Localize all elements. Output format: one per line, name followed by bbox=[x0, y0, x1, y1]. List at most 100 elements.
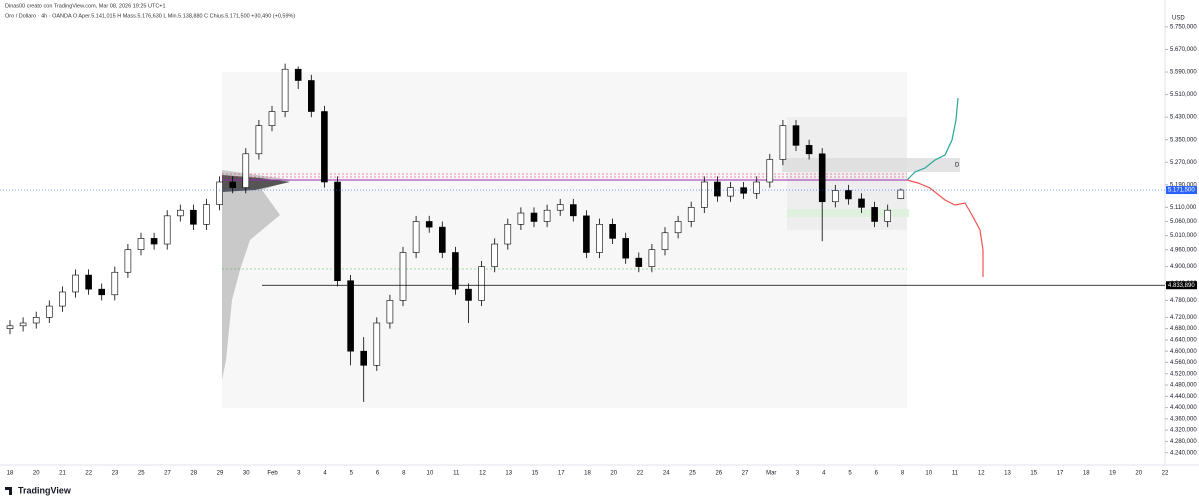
x-tick-label: 20 bbox=[33, 471, 40, 477]
candle-body bbox=[766, 159, 774, 183]
candle-body bbox=[124, 249, 132, 273]
x-tick-label: 3 bbox=[796, 471, 800, 477]
x-tick-label: 18 bbox=[7, 471, 14, 477]
last-price-box bbox=[1166, 186, 1197, 195]
x-tick-label: 12 bbox=[479, 471, 486, 477]
y-tick-label: 5.060,000 bbox=[1170, 219, 1197, 225]
candle-body bbox=[425, 221, 433, 228]
candle-body bbox=[465, 288, 472, 301]
x-tick-label: 6 bbox=[875, 471, 879, 477]
candle-body bbox=[714, 181, 721, 197]
y-tick-label: 5.270,000 bbox=[1170, 160, 1197, 166]
y-tick-label: 4.560,000 bbox=[1170, 360, 1197, 366]
x-tick-label: 11 bbox=[952, 471, 959, 477]
x-tick-label: 26 bbox=[715, 471, 722, 477]
x-tick-label: 4 bbox=[323, 471, 327, 477]
candle-body bbox=[360, 350, 368, 366]
candle-body bbox=[674, 221, 682, 234]
x-tick-label: 4 bbox=[822, 471, 826, 477]
x-tick-label: 23 bbox=[112, 471, 119, 477]
candle-body bbox=[517, 212, 525, 225]
zone-d bbox=[782, 158, 960, 172]
x-tick-label: Feb bbox=[267, 471, 278, 477]
last-price-label: 5.171,500 bbox=[1168, 188, 1195, 194]
y-tick-label: 4.280,000 bbox=[1170, 439, 1197, 445]
candle-body bbox=[177, 209, 184, 217]
candle-body bbox=[399, 252, 407, 301]
x-tick-label: 25 bbox=[138, 471, 145, 477]
candle-body bbox=[150, 238, 158, 245]
x-tick-label: 10 bbox=[427, 471, 434, 477]
target-box bbox=[1166, 281, 1197, 290]
candle-body bbox=[438, 226, 446, 253]
x-tick-label: 22 bbox=[1162, 471, 1169, 477]
candle-body bbox=[556, 204, 564, 211]
x-tick-label: 20 bbox=[610, 471, 617, 477]
credit: Dinas00 creato con TradingView.com, Mar … bbox=[5, 3, 166, 9]
candle-body bbox=[294, 68, 302, 81]
candle-body bbox=[216, 181, 223, 205]
candle-body bbox=[622, 238, 630, 259]
x-tick-label: 17 bbox=[558, 471, 565, 477]
x-tick-label: 12 bbox=[978, 471, 985, 477]
x-tick-label: 5 bbox=[350, 471, 354, 477]
y-tick-label: 4.240,000 bbox=[1170, 450, 1197, 456]
candle-body bbox=[583, 215, 590, 253]
candle-body bbox=[72, 274, 79, 293]
x-tick-label: 17 bbox=[1057, 471, 1064, 477]
x-tick-label: 10 bbox=[925, 471, 932, 477]
candle-body bbox=[543, 209, 551, 222]
y-tick-label: 4.520,000 bbox=[1170, 371, 1197, 377]
candle-body bbox=[45, 305, 53, 318]
y-tick-label: 5.670,000 bbox=[1170, 47, 1197, 53]
candle-body bbox=[478, 266, 485, 301]
candle-body bbox=[700, 181, 708, 208]
candle-body bbox=[19, 322, 27, 327]
bullish-projection bbox=[906, 97, 959, 181]
x-tick-label: 21 bbox=[59, 471, 66, 477]
y-tick-label: 5.190,000 bbox=[1170, 182, 1197, 188]
x-tick-label: 22 bbox=[85, 471, 92, 477]
candle-body bbox=[792, 125, 800, 146]
brand-logo bbox=[5, 487, 12, 495]
x-tick-label: 18 bbox=[1083, 471, 1090, 477]
x-tick-label: 15 bbox=[1030, 471, 1037, 477]
x-tick-label: 8 bbox=[402, 471, 406, 477]
y-tick-label: 4.600,000 bbox=[1170, 349, 1197, 355]
candle-body bbox=[137, 238, 145, 250]
y-tick-label: 4.780,000 bbox=[1170, 298, 1197, 304]
y-tick-label: 4.900,000 bbox=[1170, 264, 1197, 270]
candle-body bbox=[190, 209, 197, 225]
x-tick-label: 18 bbox=[584, 471, 591, 477]
demand-zone bbox=[787, 209, 909, 217]
x-tick-label: 24 bbox=[663, 471, 670, 477]
x-tick-label: 15 bbox=[532, 471, 539, 477]
candle-body bbox=[753, 181, 761, 194]
candle-body bbox=[858, 198, 865, 208]
candle-body bbox=[321, 111, 328, 183]
x-tick-label: 27 bbox=[164, 471, 171, 477]
currency: USD bbox=[1172, 16, 1185, 22]
candle-body bbox=[871, 207, 878, 222]
x-tick-label: 25 bbox=[689, 471, 696, 477]
x-tick-label: 8 bbox=[901, 471, 905, 477]
x-tick-label: 30 bbox=[243, 471, 250, 477]
candle-body bbox=[163, 215, 171, 245]
y-tick-label: 4.400,000 bbox=[1170, 405, 1197, 411]
candle-body bbox=[32, 317, 40, 324]
candle-body bbox=[845, 190, 852, 200]
candle-body bbox=[111, 271, 119, 296]
candle-body bbox=[530, 212, 538, 222]
candle-body bbox=[255, 125, 263, 155]
y-tick-label: 4.480,000 bbox=[1170, 383, 1197, 389]
volume-profile-poc bbox=[222, 175, 290, 192]
x-tick-label: 3 bbox=[297, 471, 301, 477]
x-tick-label: 5 bbox=[848, 471, 852, 477]
candle-body bbox=[635, 257, 643, 267]
candle-body bbox=[818, 153, 826, 203]
y-tick-label: 4.360,000 bbox=[1170, 416, 1197, 422]
candle-body bbox=[831, 190, 839, 203]
candle-body bbox=[687, 207, 695, 222]
x-tick-label: 11 bbox=[453, 471, 460, 477]
x-tick-label: 28 bbox=[190, 471, 197, 477]
